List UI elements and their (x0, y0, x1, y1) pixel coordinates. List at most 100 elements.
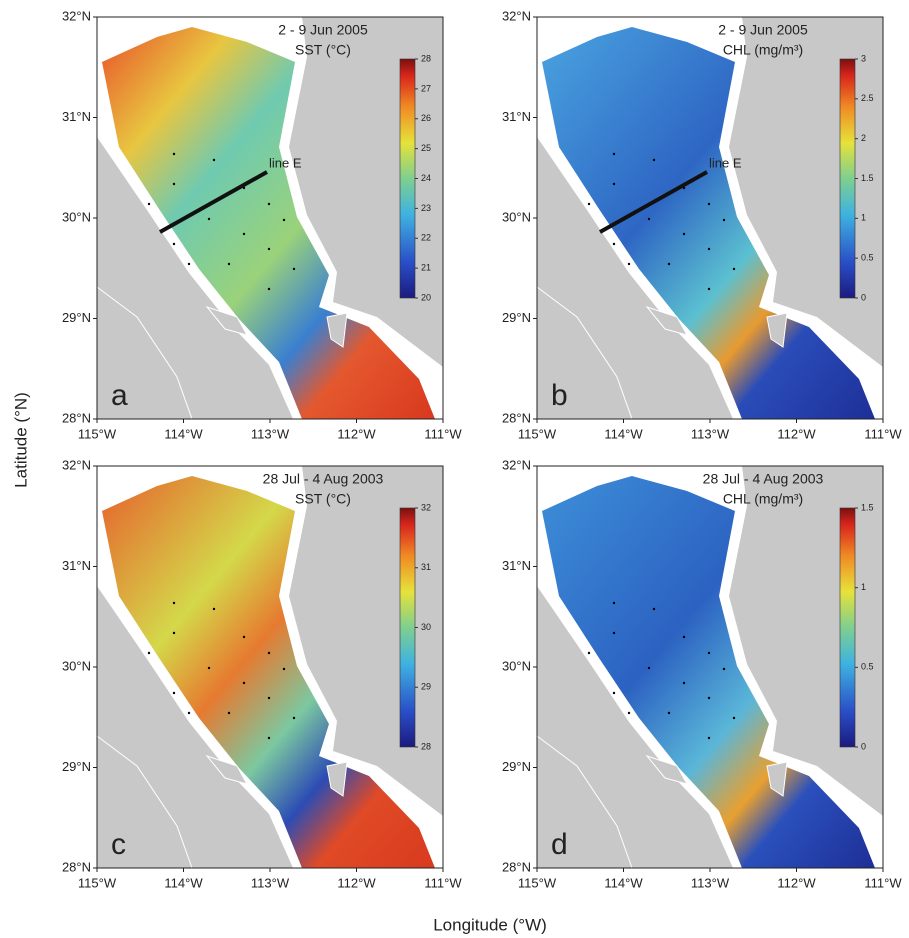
station (682, 635, 686, 639)
station (227, 262, 231, 266)
panel-variable: SST (°C) (295, 42, 351, 58)
colorbar-tick-label: 27 (421, 83, 431, 93)
lat-tick-label: 31°N (502, 109, 531, 124)
colorbar (399, 507, 416, 748)
colorbar-tick-label: 24 (421, 173, 431, 183)
station (282, 218, 286, 222)
colorbar-tick-label: 3 (861, 53, 866, 63)
colorbar-tick-label: 31 (421, 562, 431, 572)
colorbar-tick-label: 25 (421, 143, 431, 153)
gulf-field (542, 27, 875, 419)
station (612, 631, 616, 635)
panel-date: 2 - 9 Jun 2005 (718, 22, 808, 38)
colorbar-tick-label: 26 (421, 113, 431, 123)
island (326, 312, 348, 348)
station (147, 651, 151, 655)
colorbar-tick-label: 28 (421, 741, 431, 751)
island (766, 761, 788, 797)
station (612, 601, 616, 605)
island (645, 754, 689, 785)
panel-date: 28 Jul - 4 Aug 2003 (263, 471, 384, 487)
colorbar-tick-label: 23 (421, 203, 431, 213)
lon-tick-label: 114°W (164, 875, 203, 890)
station (707, 287, 711, 291)
colorbar-tick-label: 0.5 (861, 253, 874, 263)
panel-variable: CHL (mg/m³) (723, 42, 803, 58)
station (147, 202, 151, 206)
lat-tick-label: 32°N (502, 457, 531, 472)
lon-tick-label: 111°W (864, 875, 902, 890)
lat-tick-label: 31°N (62, 558, 91, 573)
station (172, 691, 176, 695)
panel-variable: SST (°C) (295, 491, 351, 507)
station (267, 651, 271, 655)
lon-tick-label: 115°W (78, 875, 117, 890)
station (172, 631, 176, 635)
island (645, 305, 689, 336)
lat-tick-label: 30°N (502, 658, 531, 673)
station (172, 152, 176, 156)
lon-tick-label: 114°W (604, 426, 643, 441)
colorbar-tick-label: 1.5 (861, 173, 874, 183)
station (242, 635, 246, 639)
colorbar-tick-label: 28 (421, 53, 431, 63)
lat-tick-label: 28°N (62, 410, 91, 425)
colorbar-tick-label: 0.5 (861, 662, 874, 672)
lat-tick-label: 31°N (62, 109, 91, 124)
station (707, 247, 711, 251)
lat-tick-label: 29°N (62, 759, 91, 774)
colorbar-tick-label: 20 (421, 292, 431, 302)
lat-tick-label: 28°N (62, 859, 91, 874)
lon-tick-label: 112°W (337, 875, 376, 890)
lat-tick-label: 29°N (502, 310, 531, 325)
station (732, 716, 736, 720)
lon-tick-label: 115°W (78, 426, 117, 441)
lat-tick-label: 30°N (502, 209, 531, 224)
panel-date: 2 - 9 Jun 2005 (278, 22, 368, 38)
colorbar-tick-label: 32 (421, 502, 431, 512)
map-panel: line E 2 - 9 Jun 2005 SST (°C) a 20 21 22 23 24 2… (62, 8, 462, 441)
station (612, 152, 616, 156)
colorbar (399, 58, 416, 299)
transect-line (159, 170, 268, 234)
panel-letter: d (551, 828, 568, 861)
lon-tick-label: 112°W (777, 426, 816, 441)
panel-letter: c (111, 828, 126, 861)
lon-tick-label: 114°W (604, 875, 643, 890)
lat-tick-label: 28°N (502, 410, 531, 425)
colorbar-tick-label: 29 (421, 682, 431, 692)
gulf-field (102, 27, 435, 419)
station (707, 696, 711, 700)
lon-tick-label: 114°W (164, 426, 203, 441)
colorbar (839, 507, 856, 748)
lat-tick-label: 31°N (502, 558, 531, 573)
colorbar-tick-label: 22 (421, 233, 431, 243)
x-axis-label: Longitude (°W) (433, 915, 547, 934)
station (627, 711, 631, 715)
island (766, 312, 788, 348)
lat-tick-label: 30°N (62, 658, 91, 673)
lat-tick-label: 29°N (62, 310, 91, 325)
lat-tick-label: 28°N (502, 859, 531, 874)
map-panel: 28 Jul - 4 Aug 2003 CHL (mg/m³) d 0 0.5 1 1.5 3… (502, 457, 902, 890)
station (667, 262, 671, 266)
colorbar-tick-label: 1 (861, 213, 866, 223)
station (667, 711, 671, 715)
station (707, 202, 711, 206)
island (205, 754, 249, 785)
station (707, 736, 711, 740)
station (172, 242, 176, 246)
lat-tick-label: 29°N (502, 759, 531, 774)
colorbar-tick-label: 1.5 (861, 502, 874, 512)
station (242, 681, 246, 685)
lon-tick-label: 113°W (691, 875, 730, 890)
colorbar-tick-label: 2 (861, 133, 866, 143)
transect-label: line E (269, 155, 302, 170)
lat-tick-label: 32°N (62, 457, 91, 472)
station (207, 217, 211, 221)
lon-tick-label: 111°W (424, 875, 462, 890)
station (227, 711, 231, 715)
lon-tick-label: 111°W (864, 426, 902, 441)
station (267, 287, 271, 291)
